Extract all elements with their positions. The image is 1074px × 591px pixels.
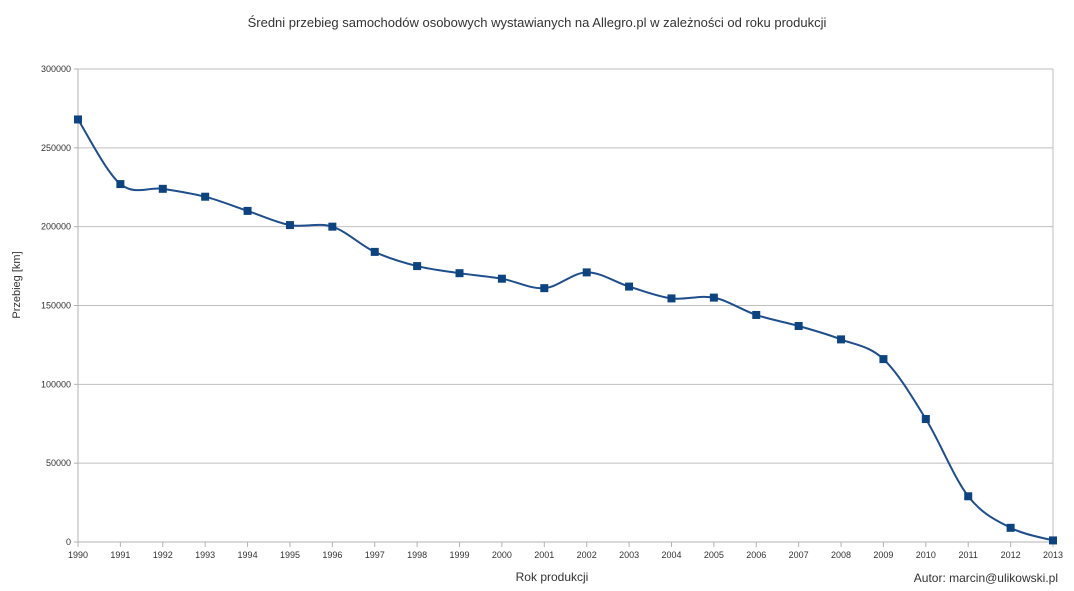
- x-tick-label: 2005: [704, 550, 724, 560]
- x-tick-label: 1991: [110, 550, 130, 560]
- author-credit: Autor: marcin@ulikowski.pl: [913, 571, 1058, 585]
- x-tick-label: 1998: [407, 550, 427, 560]
- x-tick-label: 2006: [746, 550, 766, 560]
- data-point-2007: [794, 321, 803, 330]
- data-point-1991: [116, 180, 125, 189]
- x-tick-label: 1992: [153, 550, 173, 560]
- data-point-1992: [158, 184, 167, 193]
- x-tick-label: 2009: [873, 550, 893, 560]
- data-point-1999: [455, 269, 464, 278]
- y-tick-label: 200000: [41, 222, 71, 232]
- y-tick-label: 250000: [41, 143, 71, 153]
- data-point-2008: [837, 335, 846, 344]
- x-tick-label: 2008: [831, 550, 851, 560]
- x-tick-label: 2003: [619, 550, 639, 560]
- data-point-2010: [921, 415, 930, 424]
- data-point-1994: [243, 206, 252, 215]
- data-point-1990: [74, 115, 82, 124]
- tick-labels: 0 50000 100000 150000 200000 250000 300000 1990…: [41, 64, 1063, 560]
- x-tick-label: 1995: [280, 550, 300, 560]
- y-axis-label: Przebieg [km]: [11, 251, 23, 319]
- data-point-2012: [1006, 523, 1015, 532]
- x-tick-label: 2007: [789, 550, 809, 560]
- x-tick-label: 2013: [1043, 550, 1063, 560]
- x-tick-label: 1997: [365, 550, 385, 560]
- data-point-1996: [328, 222, 337, 231]
- x-tick-label: 2012: [1001, 550, 1021, 560]
- x-tick-label: 1996: [322, 550, 342, 560]
- axes: [74, 68, 1054, 547]
- data-point-2006: [752, 310, 761, 319]
- data-point-2009: [879, 355, 888, 364]
- data-point-1997: [370, 247, 379, 256]
- chart-title: Średni przebieg samochodów osobowych wys…: [247, 15, 827, 30]
- x-tick-label: 2004: [661, 550, 681, 560]
- x-tick-label: 1990: [68, 550, 88, 560]
- y-tick-label: 150000: [41, 301, 71, 311]
- x-tick-label: 2010: [916, 550, 936, 560]
- gridlines: [78, 68, 1053, 464]
- x-tick-label: 2000: [492, 550, 512, 560]
- data-point-2011: [964, 492, 973, 501]
- data-point-2001: [540, 284, 549, 293]
- data-point-2003: [625, 282, 634, 291]
- x-tick-label: 2001: [534, 550, 554, 560]
- y-tick-label: 300000: [41, 64, 71, 74]
- y-tick-label: 0: [66, 537, 71, 547]
- data-point-2002: [582, 268, 591, 277]
- data-point-2005: [709, 293, 718, 302]
- series-line: [77, 118, 1054, 542]
- x-tick-label: 1994: [238, 550, 258, 560]
- series: [74, 115, 1057, 545]
- y-tick-label: 50000: [46, 458, 71, 468]
- data-point-1998: [413, 262, 422, 271]
- data-point-2013: [1049, 536, 1057, 545]
- data-point-2000: [497, 274, 506, 283]
- x-tick-label: 2011: [959, 550, 978, 560]
- x-tick-label: 2002: [577, 550, 597, 560]
- data-point-1993: [201, 192, 210, 201]
- x-axis-label: Rok produkcji: [515, 570, 589, 584]
- x-tick-label: 1999: [450, 550, 470, 560]
- y-tick-label: 100000: [41, 379, 71, 389]
- x-tick-label: 1993: [195, 550, 215, 560]
- data-point-2004: [667, 294, 676, 303]
- data-point-1995: [285, 221, 294, 230]
